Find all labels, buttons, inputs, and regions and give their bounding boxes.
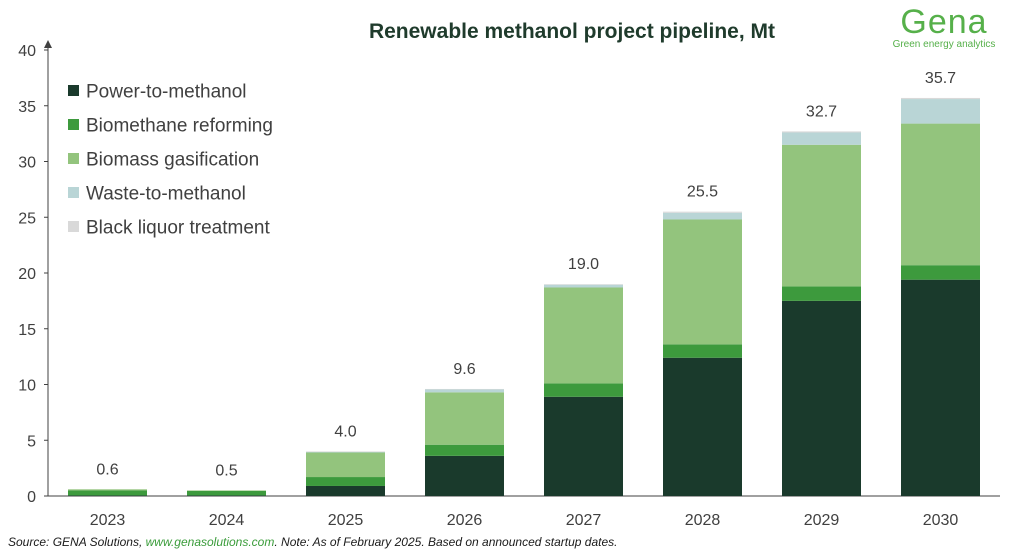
bar-segment	[544, 287, 623, 384]
bar-segment	[68, 490, 147, 496]
bar-segment	[782, 132, 861, 145]
y-tick-label: 35	[18, 99, 36, 116]
chart-title: Renewable methanol project pipeline, Mt	[369, 20, 775, 43]
x-tick-label: 2027	[566, 512, 602, 529]
bar-segment	[663, 344, 742, 358]
y-tick-label: 10	[18, 378, 36, 395]
y-tick-label: 30	[18, 155, 36, 172]
bar-total-label: 0.5	[215, 462, 237, 479]
bar-total-label: 9.6	[453, 361, 475, 378]
legend-swatch	[68, 153, 79, 164]
bar-segment	[544, 284, 623, 288]
x-tick-label: 2023	[90, 512, 126, 529]
bar-segment	[425, 455, 504, 496]
source-prefix: Source: GENA Solutions,	[8, 535, 146, 549]
bar-segment	[306, 485, 385, 496]
bar-segment	[782, 131, 861, 133]
bar-total-label: 0.6	[96, 461, 118, 478]
y-tick-label: 5	[27, 433, 36, 450]
logo-wordmark: Gena	[900, 3, 987, 41]
x-axis: 2023 2024 2025 2026 2027 2028 2029 2030	[48, 495, 1000, 529]
bar-segment	[544, 383, 623, 397]
bar-segment	[68, 495, 147, 496]
y-tick-label: 20	[18, 266, 36, 283]
x-tick-label: 2025	[328, 512, 364, 529]
y-tick-label: 25	[18, 210, 36, 227]
x-tick-label: 2024	[209, 512, 245, 529]
bar-segment	[306, 452, 385, 478]
legend-swatch	[68, 85, 79, 96]
bar-segment	[68, 489, 147, 491]
bar-segment	[782, 286, 861, 301]
x-tick-label: 2028	[685, 512, 721, 529]
bar-segment	[901, 123, 980, 266]
legend-label: Power-to-methanol	[86, 82, 247, 103]
x-tick-label: 2029	[804, 512, 840, 529]
legend-swatch	[68, 221, 79, 232]
y-tick-label: 0	[27, 489, 36, 506]
bar-segment	[306, 451, 385, 452]
bar-segment	[901, 97, 980, 100]
bar-segment	[187, 495, 266, 496]
bar-segment	[306, 451, 385, 453]
bar-segment	[187, 490, 266, 496]
legend-swatch	[68, 187, 79, 198]
bar-segment	[901, 279, 980, 496]
y-tick-label: 15	[18, 322, 36, 339]
y-axis-arrow	[44, 40, 52, 48]
x-tick-label: 2026	[447, 512, 483, 529]
bar-segment	[425, 444, 504, 456]
x-tick-label: 2030	[923, 512, 959, 529]
bar-segment	[425, 392, 504, 445]
bar-segment	[544, 396, 623, 496]
bar-segment	[901, 99, 980, 124]
bar-total-label: 35.7	[925, 70, 956, 87]
bar-segment	[306, 477, 385, 486]
bar-segment	[425, 389, 504, 393]
y-axis: 0 5 10 15 20 25 30 35 40	[18, 40, 52, 506]
bar-total-label: 19.0	[568, 256, 599, 273]
bar-segment	[544, 284, 623, 285]
bar-total-label: 4.0	[334, 423, 356, 440]
bar-segment	[663, 357, 742, 496]
bar-segment	[901, 265, 980, 280]
bar-segment	[187, 490, 266, 491]
gena-logo: Gena Green energy analytics	[893, 3, 996, 50]
bar-segment	[782, 144, 861, 287]
legend-label: Waste-to-methanol	[86, 184, 246, 205]
legend: Power-to-methanol Biomethane reforming Bio…	[68, 82, 273, 239]
legend-swatch	[68, 119, 79, 130]
source-suffix: . Note: As of February 2025. Based on an…	[274, 535, 618, 549]
bar-total-label: 32.7	[806, 103, 837, 120]
bar-totals: 0.6 0.5 4.0 9.6 19.0 25.5 32.7 35.7	[96, 70, 956, 479]
bar-segment	[425, 388, 504, 390]
bar-segment	[782, 300, 861, 496]
bars	[68, 97, 980, 496]
legend-label: Biomass gasification	[86, 150, 259, 171]
source-note: Source: GENA Solutions, www.genasolution…	[8, 535, 617, 549]
legend-label: Black liquor treatment	[86, 218, 270, 239]
bar-total-label: 25.5	[687, 184, 718, 201]
y-tick-label: 40	[18, 43, 36, 60]
bar-segment	[663, 219, 742, 345]
bar-segment	[663, 212, 742, 220]
bar-segment	[663, 211, 742, 213]
legend-label: Biomethane reforming	[86, 116, 273, 137]
logo-tagline: Green energy analytics	[893, 39, 996, 50]
source-link[interactable]: www.genasolutions.com	[145, 535, 275, 549]
